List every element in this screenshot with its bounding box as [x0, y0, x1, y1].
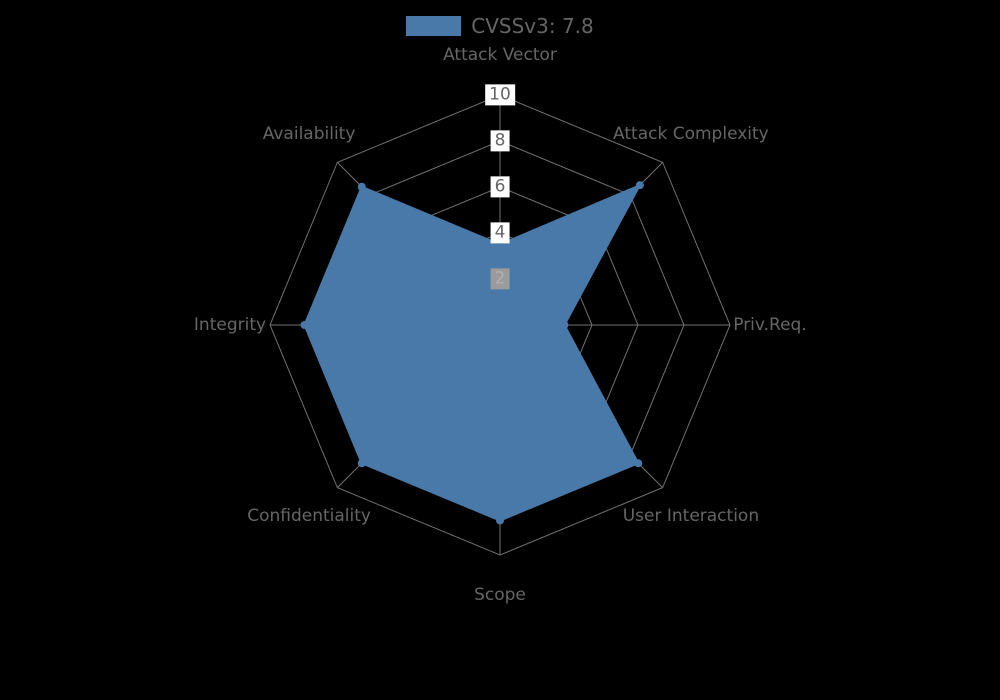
- tick-label-6: 6: [491, 176, 510, 197]
- tick-label-2: 2: [491, 268, 510, 289]
- axis-label-integrity: Integrity: [194, 315, 266, 335]
- legend: CVSSv3: 7.8: [0, 14, 1000, 38]
- axis-label-user-interaction: User Interaction: [623, 506, 759, 526]
- axis-label-attack-vector: Attack Vector: [443, 45, 557, 65]
- axis-label-priv-req: Priv.Req.: [733, 315, 807, 335]
- tick-label-8: 8: [491, 130, 510, 151]
- radar-chart: CVSSv3: 7.8 Attack Vector Attack Complex…: [0, 0, 1000, 700]
- tick-label-10: 10: [485, 84, 515, 105]
- legend-label: CVSSv3: 7.8: [471, 14, 594, 38]
- axis-label-attack-complexity: Attack Complexity: [613, 124, 769, 144]
- axis-label-availability: Availability: [263, 124, 356, 144]
- axis-label-confidentiality: Confidentiality: [247, 506, 371, 526]
- tick-label-4: 4: [491, 222, 510, 243]
- axis-label-scope: Scope: [474, 585, 526, 605]
- legend-swatch: [406, 16, 461, 36]
